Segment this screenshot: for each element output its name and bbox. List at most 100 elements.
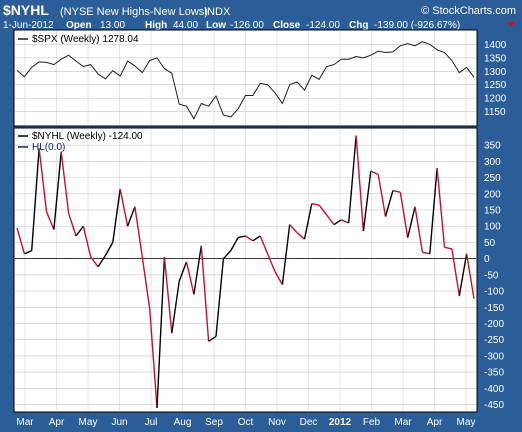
nyhl-segment-up <box>230 237 239 251</box>
spx-grid <box>15 31 476 125</box>
nyhl-segment-down <box>134 206 143 258</box>
nyhl-segment-up <box>384 190 394 217</box>
nyhl-segment-down <box>422 251 430 255</box>
nyhl-segment-up <box>126 206 136 227</box>
nyhl-segment-down <box>119 188 129 227</box>
x-tick-label: Feb <box>363 417 381 428</box>
hl-legend-label: HL(0.0) <box>32 142 65 153</box>
symbol-title: $NYHL <box>3 2 49 18</box>
nyhl-segment-down <box>266 253 276 272</box>
nyhl-segment-up <box>281 224 291 285</box>
open-label: Open <box>66 20 92 31</box>
x-tick-label: Jul <box>145 417 158 428</box>
nyhl-y-tick-label: 300 <box>484 157 501 168</box>
nyhl-segment-down <box>399 192 409 238</box>
nyhl-segment-down <box>82 226 92 258</box>
nyhl-segment-down <box>38 148 48 212</box>
nyhl-segment-down <box>45 211 55 230</box>
nyhl-y-tick-label: -400 <box>484 384 504 395</box>
nyhl-y-tick-label: 50 <box>484 238 496 249</box>
spx-y-tick-label: 1300 <box>484 67 507 78</box>
nyhl-segment-down <box>296 232 305 240</box>
x-tick-label: 2012 <box>329 417 352 428</box>
x-tick-label: Oct <box>238 417 254 428</box>
nyhl-segment-up <box>97 255 107 268</box>
nyhl-segment-down <box>289 224 298 234</box>
spx-y-tick-label: 1200 <box>484 94 507 105</box>
x-tick-label: Sep <box>205 417 223 428</box>
nyhl-segment-up <box>362 171 372 232</box>
nyhl-segment-up <box>31 148 40 251</box>
nyhl-segment-down <box>370 170 379 176</box>
nyhl-segment-down <box>436 167 446 248</box>
nyhl-segment-down <box>149 308 158 408</box>
nyhl-y-tick-label: -300 <box>484 351 504 362</box>
nyhl-y-tick-label: -100 <box>484 287 504 298</box>
nyhl-segment-up <box>429 167 438 254</box>
x-tick-label: May <box>79 417 98 428</box>
symbol-description: (NYSE New Highs-New Lows) <box>60 6 208 18</box>
spx-series-line <box>16 41 475 120</box>
nyhl-segment-up <box>252 235 261 242</box>
nyhl-y-tick-label: -450 <box>484 400 504 411</box>
nyhl-segment-down <box>341 219 349 224</box>
watermark: © StockCharts.com <box>421 5 516 17</box>
high-label: High <box>145 20 167 31</box>
x-tick-label: Apr <box>49 417 65 428</box>
nyhl-y-tick-label: -50 <box>484 270 499 281</box>
nyhl-segment-down <box>141 256 151 309</box>
nyhl-segment-down <box>318 204 328 216</box>
nyhl-segment-up <box>156 256 166 408</box>
spx-y-axis: 1150 1200 1250 1300 1350 1400 <box>484 40 507 118</box>
nyhl-y-tick-label: -250 <box>484 335 504 346</box>
nyhl-segment-down <box>16 227 26 254</box>
nyhl-segment-up <box>407 206 416 238</box>
quote-date: 1-Jun-2012 <box>3 20 54 31</box>
nyhl-series <box>16 135 475 408</box>
nyhl-segment-up <box>193 245 202 295</box>
nyhl-segment-up <box>215 258 225 337</box>
nyhl-segment-up <box>222 250 232 260</box>
nyhl-legend-label: $NYHL (Weekly) -124.00 <box>32 131 143 142</box>
nyhl-segment-down <box>355 135 365 232</box>
nyhl-segment-down <box>274 271 284 285</box>
nyhl-segment-up <box>53 151 62 230</box>
nyhl-segment-up <box>458 253 468 297</box>
high-value: 44.00 <box>173 20 198 31</box>
exchange-label: INDX <box>204 6 231 18</box>
nyhl-segment-down <box>465 253 475 299</box>
nyhl-y-tick-label: -200 <box>484 319 504 330</box>
close-label: Close <box>273 20 301 31</box>
x-tick-label: May <box>457 417 476 428</box>
chg-label: Chg <box>349 20 368 31</box>
low-label: Low <box>206 20 226 31</box>
x-tick-label: Dec <box>300 417 318 428</box>
nyhl-segment-down <box>311 202 320 206</box>
nyhl-segment-up <box>208 335 217 342</box>
nyhl-y-tick-label: 150 <box>484 206 501 217</box>
nyhl-y-tick-label: -150 <box>484 303 504 314</box>
nyhl-segment-up <box>112 188 121 243</box>
nyhl-segment-up <box>171 281 180 334</box>
nyhl-y-tick-label: 350 <box>484 141 501 152</box>
spx-y-tick-label: 1250 <box>484 80 507 91</box>
nyhl-segment-up <box>104 242 114 256</box>
nyhl-segment-up <box>237 235 246 239</box>
nyhl-segment-up <box>75 225 84 237</box>
nyhl-segment-down <box>414 206 424 253</box>
spx-y-tick-label: 1150 <box>484 107 506 118</box>
x-tick-label: Nov <box>268 417 286 428</box>
x-axis: Mar Apr May Jun Jul Aug Sep Oct Nov Dec 2012 Feb Mar… <box>16 417 475 428</box>
nyhl-segment-down <box>200 245 210 342</box>
x-tick-label: Apr <box>427 417 443 428</box>
chg-value: -139.00 (-926.67%) <box>374 20 460 31</box>
nyhl-segment-down <box>163 256 173 334</box>
nyhl-y-tick-label: 200 <box>484 189 501 200</box>
open-value: 13.00 <box>100 20 125 31</box>
nyhl-segment-down <box>377 174 387 217</box>
nyhl-y-tick-label: 0 <box>484 254 490 265</box>
nyhl-segment-down <box>245 235 254 242</box>
nyhl-segment-up <box>303 203 313 240</box>
spx-y-tick-label: 1400 <box>484 40 507 51</box>
x-tick-label: Jun <box>111 417 127 428</box>
